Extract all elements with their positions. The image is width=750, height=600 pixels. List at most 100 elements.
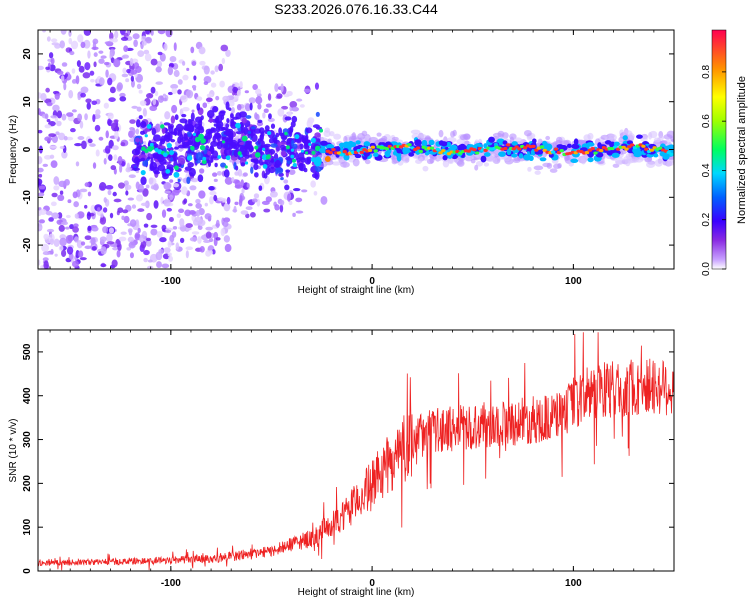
- heatmap-noise-blob: [169, 179, 173, 183]
- heatmap-noise-blob: [180, 96, 186, 100]
- heatmap-noise-blob: [173, 183, 179, 187]
- heatmap-noise-blob: [51, 160, 58, 168]
- heatmap-signal-blob: [207, 151, 211, 156]
- heatmap-band-core: [586, 142, 594, 147]
- snr-y-tick-label: 400: [22, 387, 33, 404]
- heatmap-band-core: [402, 147, 408, 154]
- snr-y-axis-label: SNR (10 * v/v): [8, 419, 19, 483]
- heatmap-ridge-point: [331, 148, 335, 151]
- heatmap-band-halo: [587, 133, 593, 140]
- heatmap-noise-blob: [39, 209, 46, 215]
- heatmap-noise-blob: [67, 199, 71, 203]
- heatmap-noise-blob: [76, 75, 80, 84]
- heatmap-noise-blob: [237, 90, 241, 97]
- heatmap-peak: [154, 148, 158, 152]
- heatmap-peak: [160, 124, 164, 128]
- heatmap-noise-blob: [73, 201, 79, 207]
- heatmap-peak: [301, 150, 304, 153]
- heatmap-noise-blob: [46, 211, 53, 215]
- heatmap-band-halo: [545, 136, 550, 140]
- heatmap-noise-blob: [94, 52, 98, 57]
- heatmap-noise-blob: [190, 47, 194, 54]
- heatmap-peak: [293, 163, 297, 167]
- heatmap-noise-blob: [99, 182, 106, 191]
- heatmap-noise-blob: [111, 165, 117, 170]
- heatmap-noise-blob: [81, 141, 87, 150]
- heatmap-noise-blob: [91, 47, 98, 50]
- heatmap-peak: [284, 132, 287, 135]
- heatmap-noise-blob: [136, 129, 140, 135]
- heatmap-noise-blob: [45, 88, 50, 93]
- heatmap-noise-blob: [103, 207, 107, 212]
- heatmap-noise-blob: [310, 180, 316, 187]
- heatmap-band-halo: [422, 166, 428, 172]
- heatmap-noise-blob: [125, 78, 129, 82]
- heatmap-noise-blob: [168, 241, 172, 248]
- heatmap-band-halo: [663, 134, 672, 139]
- heatmap-signal-blob: [239, 142, 244, 145]
- heatmap-band-core: [614, 142, 620, 147]
- heatmap-band-halo: [625, 159, 634, 164]
- heatmap-noise-blob: [42, 29, 46, 33]
- heatmap-signal-blob: [181, 114, 186, 117]
- heatmap-noise-blob: [254, 112, 258, 119]
- heatmap-noise-blob: [62, 62, 68, 67]
- heatmap-noise-blob: [132, 204, 136, 208]
- heatmap-noise-blob: [315, 82, 319, 89]
- heatmap-ridge-point: [540, 145, 544, 148]
- heatmap-noise-blob: [209, 238, 213, 242]
- heatmap-peak: [217, 155, 221, 159]
- heatmap-noise-blob: [65, 227, 70, 230]
- heatmap-signal-blob: [149, 162, 157, 171]
- heatmap-noise-blob: [307, 117, 314, 123]
- heatmap-noise-blob: [71, 41, 78, 50]
- heatmap-noise-blob: [274, 83, 278, 92]
- heatmap-noise-blob: [314, 191, 318, 196]
- heatmap-noise-blob: [59, 238, 66, 247]
- heatmap-noise-blob: [158, 28, 166, 35]
- heatmap-noise-blob: [78, 250, 83, 257]
- heatmap-noise-blob: [119, 96, 126, 101]
- heatmap-signal-blob: [253, 164, 258, 171]
- heatmap-noise-blob: [64, 136, 68, 141]
- heatmap-band-core: [414, 139, 422, 146]
- heatmap-band-core: [441, 141, 447, 146]
- heatmap-noise-blob: [54, 254, 57, 257]
- heatmap-noise-blob: [151, 185, 156, 189]
- heatmap-band-halo: [484, 162, 489, 166]
- heatmap-noise-blob: [92, 39, 98, 45]
- heatmap-noise-blob: [219, 81, 225, 88]
- heatmap-signal-blob: [275, 160, 281, 168]
- heatmap-noise-blob: [80, 93, 86, 98]
- heatmap-noise-blob: [233, 206, 236, 213]
- heatmap-noise-blob: [148, 260, 153, 263]
- heatmap-ridge-point: [590, 147, 594, 150]
- heatmap-noise-blob: [262, 112, 265, 118]
- heatmap-noise-blob: [57, 71, 64, 75]
- heatmap-noise-blob: [204, 66, 210, 75]
- heatmap-band-core: [428, 140, 434, 146]
- heatmap-noise-blob: [204, 81, 208, 85]
- heatmap-noise-blob: [61, 221, 68, 225]
- heatmap-noise-blob: [49, 52, 53, 58]
- heatmap-noise-blob: [186, 68, 189, 71]
- heatmap-band-core: [343, 141, 351, 146]
- heatmap-noise-blob: [68, 235, 74, 242]
- heatmap-signal-blob: [250, 103, 253, 111]
- heatmap-noise-blob: [114, 131, 119, 140]
- heatmap-signal-blob: [298, 163, 303, 171]
- heatmap-noise-blob: [80, 121, 83, 129]
- heatmap-peak: [193, 133, 196, 136]
- heatmap-signal-blob: [139, 115, 143, 119]
- heatmap-signal-blob: [280, 177, 284, 180]
- heatmap-ridge-point: [430, 147, 434, 150]
- heatmap-noise-blob: [129, 119, 136, 124]
- heatmap-signal-blob: [269, 138, 274, 143]
- heatmap-noise-blob: [205, 213, 212, 219]
- heatmap-noise-blob: [122, 68, 126, 74]
- heatmap-noise-blob: [77, 136, 84, 140]
- heatmap-band-core: [567, 144, 572, 148]
- heatmap-ridge-point: [436, 148, 440, 151]
- heatmap-noise-blob: [72, 109, 77, 112]
- heatmap-signal-blob: [301, 158, 306, 163]
